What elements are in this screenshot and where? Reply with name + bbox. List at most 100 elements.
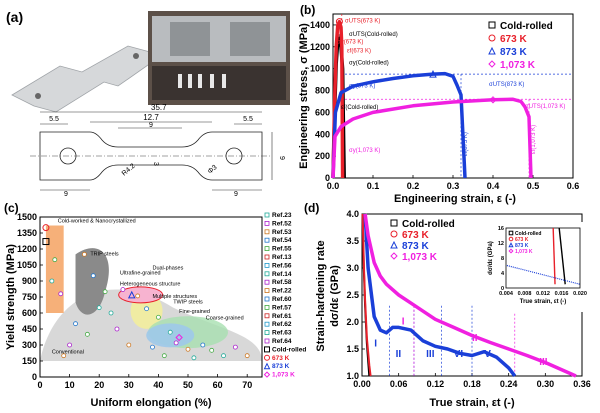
x-tick-label: 0.6 xyxy=(567,181,580,191)
legend-marker-c-16 xyxy=(264,346,270,353)
dim-edge-left: 5.5 xyxy=(49,116,59,123)
series-line-d-673 K xyxy=(361,213,372,377)
series-marker-873 K xyxy=(429,70,437,78)
region-cold-worked xyxy=(45,225,64,313)
x-tick-label: 0 xyxy=(37,380,42,390)
data-point-ref xyxy=(150,344,155,350)
legend-marker-c-5 xyxy=(264,254,270,260)
x-tick-label: 0.5 xyxy=(527,181,540,191)
x-tick-label: 40 xyxy=(153,380,163,390)
stage-label-6: II xyxy=(472,333,478,344)
inset-legend-label-Cold-rolled: Cold-rolled xyxy=(515,231,541,237)
stage-label-0: I xyxy=(374,338,377,349)
annotation-b-4: σy(Cold-rolled) xyxy=(349,60,389,66)
legend-marker-c-12 xyxy=(264,313,270,319)
y-tick-label: 750 xyxy=(22,292,37,302)
inset-x-tick-label: 0.020 xyxy=(573,291,587,297)
x-tick-label: 0.12 xyxy=(427,379,445,389)
y-tick-label: 2.5 xyxy=(346,290,359,300)
inset-legend-marker-873 K xyxy=(508,242,514,248)
region-label-8: Coarse-grained xyxy=(206,315,244,321)
data-point-ref xyxy=(167,329,173,335)
legend-label-c-18: 873 K xyxy=(272,363,290,370)
series-line-d-1,073 K xyxy=(363,213,577,378)
fixture-photo-table xyxy=(152,66,286,100)
data-point-ref xyxy=(52,257,58,263)
series-line-873 K xyxy=(331,71,467,179)
annotation-b-9: σUTS(1,073 K) xyxy=(525,104,565,110)
fixture-photo-specimen xyxy=(178,74,182,88)
data-point-ref xyxy=(155,314,161,320)
annotation-b-11: εf(1,073 K) xyxy=(531,125,537,154)
dim-thickness: 3 xyxy=(152,162,159,166)
inset-x-tick-label: 0.008 xyxy=(518,291,532,297)
legend-marker-c-8 xyxy=(264,279,270,285)
region-label-9: Conventional xyxy=(52,350,84,356)
legend-label-c-9: Ref.22 xyxy=(272,288,292,295)
legend-marker-c-1 xyxy=(264,220,270,226)
legend-label-c-15: Ref.64 xyxy=(272,338,292,345)
data-point-ref xyxy=(114,326,120,332)
legend-marker-c-11 xyxy=(264,304,270,310)
x-tick-label: 0.1 xyxy=(367,181,380,191)
legend-label-873 K: 873 K xyxy=(500,47,527,58)
data-point-ref xyxy=(173,340,179,346)
data-point-ref xyxy=(108,310,114,316)
x-tick-label: 0.18 xyxy=(463,379,481,389)
data-point-ref xyxy=(144,306,149,312)
data-point-ref xyxy=(232,344,238,350)
data-point-Cold-rolled xyxy=(42,238,50,246)
x-tick-label: 60 xyxy=(213,380,223,390)
x-axis-label-b: Engineering strain, ε (-) xyxy=(394,193,516,205)
y-tick-label: 600 xyxy=(315,107,330,117)
data-point-ref xyxy=(209,347,215,353)
series-marker-1,073 K xyxy=(489,96,497,104)
inset-y-tick-label: 16 xyxy=(498,226,504,232)
inset-legend-marker-Cold-rolled xyxy=(508,230,514,236)
y-tick-label: 900 xyxy=(22,276,37,286)
fixture-photo-grip-left xyxy=(170,22,210,56)
series-marker-673 K xyxy=(335,18,343,26)
legend-label-c-13: Ref.62 xyxy=(272,321,292,328)
stage-label-4: V xyxy=(484,349,491,360)
legend-label-c-1: Ref.52 xyxy=(272,220,292,227)
dim-total: 35.7 xyxy=(151,103,167,112)
annotation-b-7: σUTS(873 K) xyxy=(489,82,524,88)
legend-label-c-16: Cold-rolled xyxy=(272,346,306,353)
x-tick-label: 0.06 xyxy=(390,379,408,389)
stage-label-3: VI xyxy=(454,349,464,360)
annotation-b-0: σUTS(673 K) xyxy=(345,19,380,25)
y-tick-label: 3.0 xyxy=(346,263,359,273)
y-axis-label-b: Engineering stress, σ (MPa) xyxy=(298,23,310,169)
x-tick-label: 50 xyxy=(183,380,193,390)
x-axis-label-d: True strain, εt (-) xyxy=(429,397,515,409)
legend-marker-c-2 xyxy=(264,229,270,235)
y-tick-label: 4.0 xyxy=(346,209,359,219)
y-tick-label: 1200 xyxy=(310,42,330,52)
inset-x-axis-label: True strain, εt (-) xyxy=(520,299,567,305)
data-point-ref xyxy=(244,353,250,359)
y-tick-label: 800 xyxy=(315,86,330,96)
region-label-7: Fine-grained xyxy=(179,309,210,315)
fixture-photo-grip-right xyxy=(230,22,270,56)
inset-line-873 xyxy=(506,264,581,285)
data-point-ref xyxy=(126,342,132,348)
data-point-ref xyxy=(120,287,126,292)
data-point-ref xyxy=(82,251,87,257)
y-tick-label: 450 xyxy=(22,324,37,334)
data-point-ref xyxy=(49,278,55,284)
legend-label-c-14: Ref.63 xyxy=(272,330,292,337)
x-tick-label: 0.30 xyxy=(537,379,555,389)
data-point-1,073 K xyxy=(175,333,183,342)
dim-grip-right: 9 xyxy=(234,191,238,198)
data-point-ref xyxy=(84,331,90,337)
y-tick-label: 1050 xyxy=(17,260,37,270)
data-point-ref xyxy=(161,353,167,359)
inset-frame xyxy=(505,227,581,289)
y-tick-label: 1.5 xyxy=(346,344,359,354)
fixture-photo-specimen xyxy=(198,74,202,88)
data-point-ref xyxy=(221,353,226,359)
stage-label-5: I xyxy=(402,317,405,328)
legend-marker-1,073 K xyxy=(488,60,496,68)
